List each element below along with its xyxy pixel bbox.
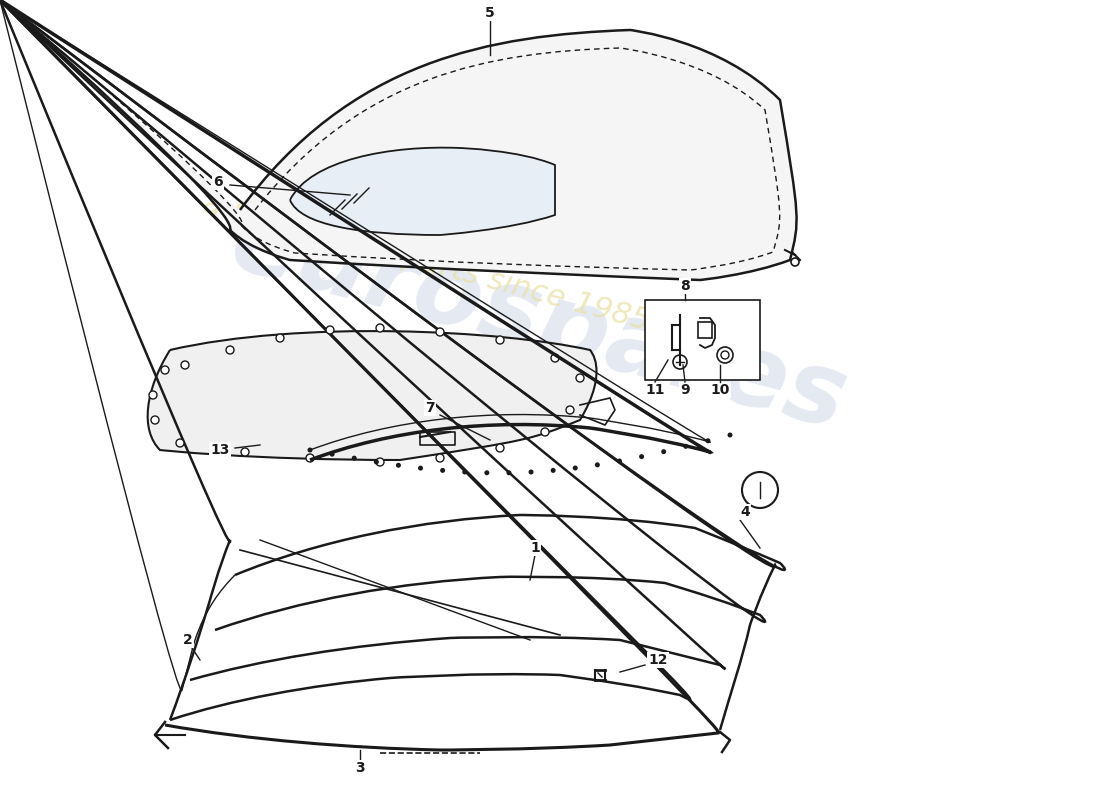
- Circle shape: [418, 466, 424, 470]
- Circle shape: [639, 454, 645, 459]
- Circle shape: [440, 468, 446, 473]
- Circle shape: [308, 447, 312, 453]
- Text: 6: 6: [213, 175, 223, 189]
- Text: 9: 9: [680, 383, 690, 397]
- Circle shape: [551, 354, 559, 362]
- Circle shape: [326, 326, 334, 334]
- PathPatch shape: [290, 148, 556, 235]
- FancyBboxPatch shape: [645, 300, 760, 380]
- Circle shape: [576, 374, 584, 382]
- Circle shape: [529, 470, 534, 474]
- Circle shape: [330, 452, 334, 457]
- Circle shape: [161, 366, 169, 374]
- Circle shape: [176, 439, 184, 447]
- PathPatch shape: [0, 30, 796, 800]
- Circle shape: [148, 391, 157, 399]
- Text: 10: 10: [711, 383, 729, 397]
- Circle shape: [727, 433, 733, 438]
- Circle shape: [182, 361, 189, 369]
- Circle shape: [566, 406, 574, 414]
- Circle shape: [617, 458, 621, 463]
- Circle shape: [374, 459, 378, 465]
- Circle shape: [436, 454, 444, 462]
- Circle shape: [541, 428, 549, 436]
- Bar: [698, 322, 712, 338]
- Circle shape: [462, 470, 468, 474]
- Circle shape: [595, 462, 600, 467]
- Text: 13: 13: [210, 443, 230, 457]
- Text: 8: 8: [680, 279, 690, 293]
- Text: 4: 4: [740, 505, 750, 519]
- Circle shape: [551, 468, 556, 473]
- Circle shape: [151, 416, 160, 424]
- Circle shape: [705, 438, 711, 443]
- PathPatch shape: [147, 331, 596, 460]
- Text: 5: 5: [485, 6, 495, 20]
- Text: a passion for parts since 1985: a passion for parts since 1985: [200, 189, 652, 336]
- Circle shape: [352, 456, 356, 461]
- Circle shape: [241, 448, 249, 456]
- Circle shape: [496, 444, 504, 452]
- Text: 1: 1: [530, 541, 540, 555]
- Circle shape: [396, 462, 400, 468]
- Text: 3: 3: [355, 761, 365, 775]
- Circle shape: [506, 470, 512, 475]
- Circle shape: [376, 458, 384, 466]
- Circle shape: [226, 346, 234, 354]
- Circle shape: [436, 328, 444, 336]
- Text: eurospares: eurospares: [220, 194, 856, 451]
- Circle shape: [661, 449, 667, 454]
- Circle shape: [683, 444, 689, 449]
- Circle shape: [376, 324, 384, 332]
- Circle shape: [276, 334, 284, 342]
- Text: 12: 12: [648, 653, 668, 667]
- Text: 7: 7: [426, 401, 434, 415]
- Circle shape: [496, 336, 504, 344]
- Text: 2: 2: [183, 633, 192, 647]
- Circle shape: [573, 466, 578, 470]
- Text: 11: 11: [646, 383, 664, 397]
- Circle shape: [306, 454, 313, 462]
- Circle shape: [484, 470, 490, 475]
